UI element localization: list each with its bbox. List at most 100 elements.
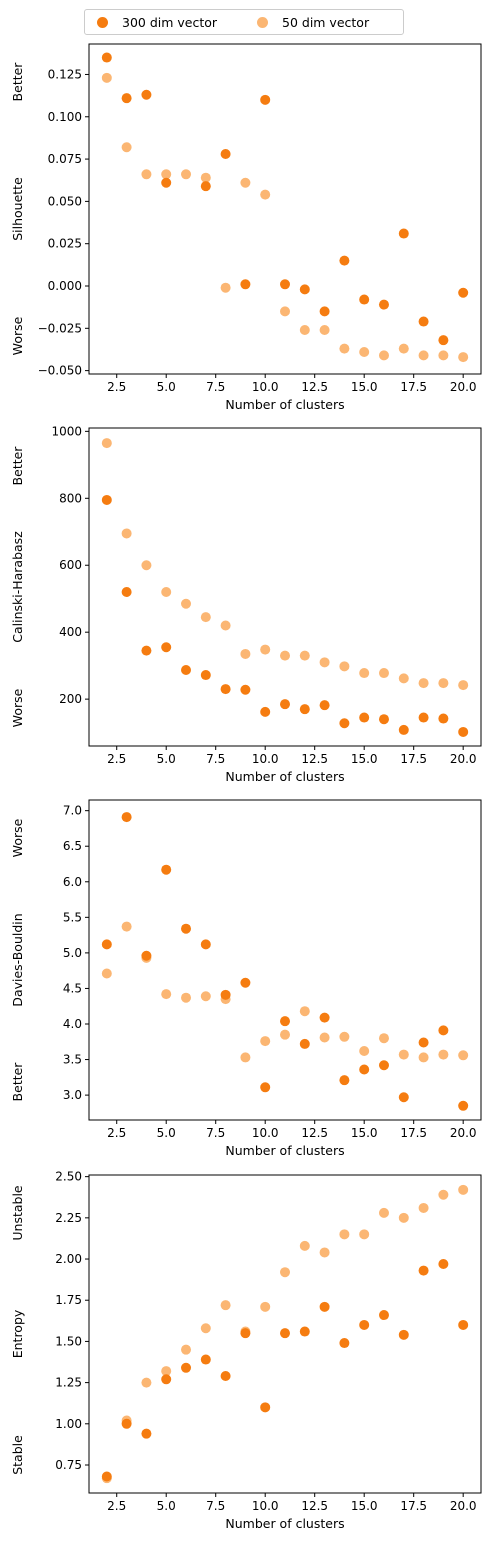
panel2-series2-point-20 — [458, 726, 469, 737]
panel1-series1-point-18 — [418, 350, 429, 361]
panel1-xtick-label-2: 7.5 — [206, 380, 225, 394]
panel1-series2-point-16 — [378, 299, 389, 310]
panel1-series1-point-17 — [398, 343, 409, 354]
panel4-series1-point-12 — [299, 1240, 310, 1251]
panel2-xtick-label-7: 20.0 — [450, 752, 477, 766]
panel2-series2-point-14 — [339, 718, 350, 729]
panel2-ylabel: Calinski-Harabasz — [10, 531, 25, 643]
panel4-series1-point-5 — [161, 1366, 172, 1377]
panel4-series2-point-20 — [458, 1319, 469, 1330]
panel1-series2-point-14 — [339, 255, 350, 266]
panel2-series1-point-16 — [378, 668, 389, 679]
panel1-plot-frame — [88, 43, 482, 375]
panel3-series1-point-6 — [181, 992, 192, 1003]
panel1-xtick-label-7: 20.0 — [450, 380, 477, 394]
panel4-series1-point-19 — [438, 1189, 449, 1200]
panel2-series2-point-5 — [161, 642, 172, 653]
panel1-series1-point-16 — [378, 350, 389, 361]
panel4-ytick-label-6: 2.25 — [55, 1211, 82, 1225]
panel1-ytick-label-2: 0.000 — [48, 279, 82, 293]
panel2-xlabel: Number of clusters — [225, 769, 344, 784]
panel2-xtick-label-1: 5.0 — [157, 752, 176, 766]
panel4-series2-point-12 — [299, 1326, 310, 1337]
panel2-series2-point-2 — [101, 494, 112, 505]
panel2-plot-frame — [88, 427, 482, 747]
panel2-top-note: Better — [10, 446, 25, 486]
panel1-series2-point-9 — [240, 279, 251, 290]
panel1-series1-point-19 — [438, 350, 449, 361]
panel2-xtick-label-5: 15.0 — [351, 752, 378, 766]
panel2-series1-point-19 — [438, 678, 449, 689]
panel3-series2-point-6 — [181, 923, 192, 934]
legend-entry-300-dim: 300 dim vector — [97, 14, 217, 32]
panel2-ytick-label-3: 800 — [59, 491, 82, 505]
panel4-series1-point-8 — [220, 1300, 231, 1311]
panel3-series2-point-11 — [280, 1016, 290, 1027]
panel1-xtick-label-3: 10.0 — [252, 380, 279, 394]
panel4-series2-point-18 — [418, 1265, 429, 1276]
legend-label-50-dim: 50 dim vector — [282, 15, 370, 30]
panel3-series1-point-2 — [101, 968, 112, 979]
panel2-series1-point-2 — [101, 438, 112, 449]
panel1-xlabel: Number of clusters — [225, 397, 344, 412]
panel3-series2-point-13 — [319, 1012, 330, 1023]
panel4-ytick-label-2: 1.25 — [55, 1376, 82, 1390]
panel1-ytick-label-4: 0.050 — [48, 194, 82, 208]
panel3-ytick-label-7: 6.5 — [63, 839, 82, 853]
panel2-series2-point-8 — [220, 684, 231, 695]
panel4-xtick-label-7: 20.0 — [450, 1499, 477, 1513]
panel4-xtick-label-5: 15.0 — [351, 1499, 378, 1513]
panel1-xtick-label-5: 15.0 — [351, 380, 378, 394]
panel3-series1-point-15 — [359, 1046, 370, 1057]
panel3-series1-point-19 — [438, 1049, 449, 1060]
panel4-series1-point-18 — [418, 1202, 429, 1213]
panel3-series1-point-5 — [161, 989, 172, 1000]
panel2-ytick-label-1: 400 — [59, 625, 82, 639]
panel1-series1-point-3 — [121, 142, 132, 153]
panel2-series1-point-14 — [339, 661, 350, 672]
panel1-series1-point-14 — [339, 343, 350, 354]
panel3-series1-point-7 — [200, 991, 211, 1002]
panel3-series2-point-18 — [418, 1037, 429, 1048]
panel3-series2-point-3 — [121, 812, 132, 823]
panel3-ytick-label-1: 3.5 — [63, 1053, 82, 1067]
panel1-series1-point-11 — [280, 306, 290, 317]
panel1-series2-point-10 — [260, 94, 271, 105]
panel1-xtick-label-4: 12.5 — [301, 380, 328, 394]
panel4-xtick-label-2: 7.5 — [206, 1499, 225, 1513]
panel2-series1-point-4 — [141, 560, 152, 571]
panel4-series2-point-9 — [240, 1328, 251, 1339]
panel1-xtick-label-0: 2.5 — [107, 380, 126, 394]
panel2-series2-point-16 — [378, 714, 389, 725]
panel3-series2-point-7 — [200, 939, 211, 950]
panel4-xtick-label-6: 17.5 — [400, 1499, 427, 1513]
panel4-series1-point-14 — [339, 1229, 350, 1240]
panel2-series2-point-13 — [319, 700, 330, 711]
panel1-series2-point-12 — [299, 284, 310, 295]
panel2-series2-point-7 — [200, 670, 211, 681]
panel4-series2-point-11 — [280, 1328, 290, 1339]
panel4-xlabel: Number of clusters — [225, 1516, 344, 1531]
panel4-ytick-label-0: 0.75 — [55, 1458, 82, 1472]
panel3-ytick-label-4: 5.0 — [63, 946, 82, 960]
panel1-series2-point-15 — [359, 294, 370, 305]
panel2-series1-point-3 — [121, 528, 132, 539]
panel2-series2-point-19 — [438, 713, 449, 724]
panel1-xtick-label-1: 5.0 — [157, 380, 176, 394]
panel2-series1-point-17 — [398, 673, 409, 684]
panel4-series2-point-6 — [181, 1362, 192, 1373]
panel1-series1-point-5 — [161, 169, 172, 180]
panel1-ylabel: Silhouette — [10, 177, 25, 241]
panel4-series1-point-10 — [260, 1301, 271, 1312]
panel2-xtick-label-4: 12.5 — [301, 752, 328, 766]
panel3-series2-point-14 — [339, 1075, 350, 1086]
panel1-ytick-label-7: 0.125 — [48, 67, 82, 81]
panel4-plot-frame — [88, 1174, 482, 1494]
panel2-series2-point-9 — [240, 684, 251, 695]
panel4-series2-point-15 — [359, 1319, 370, 1330]
panel3-ytick-label-6: 6.0 — [63, 875, 82, 889]
panel3-xtick-label-1: 5.0 — [157, 1126, 176, 1140]
panel2-xtick-label-2: 7.5 — [206, 752, 225, 766]
panel1-series2-point-18 — [418, 316, 429, 327]
panel3-series2-point-10 — [260, 1082, 271, 1093]
